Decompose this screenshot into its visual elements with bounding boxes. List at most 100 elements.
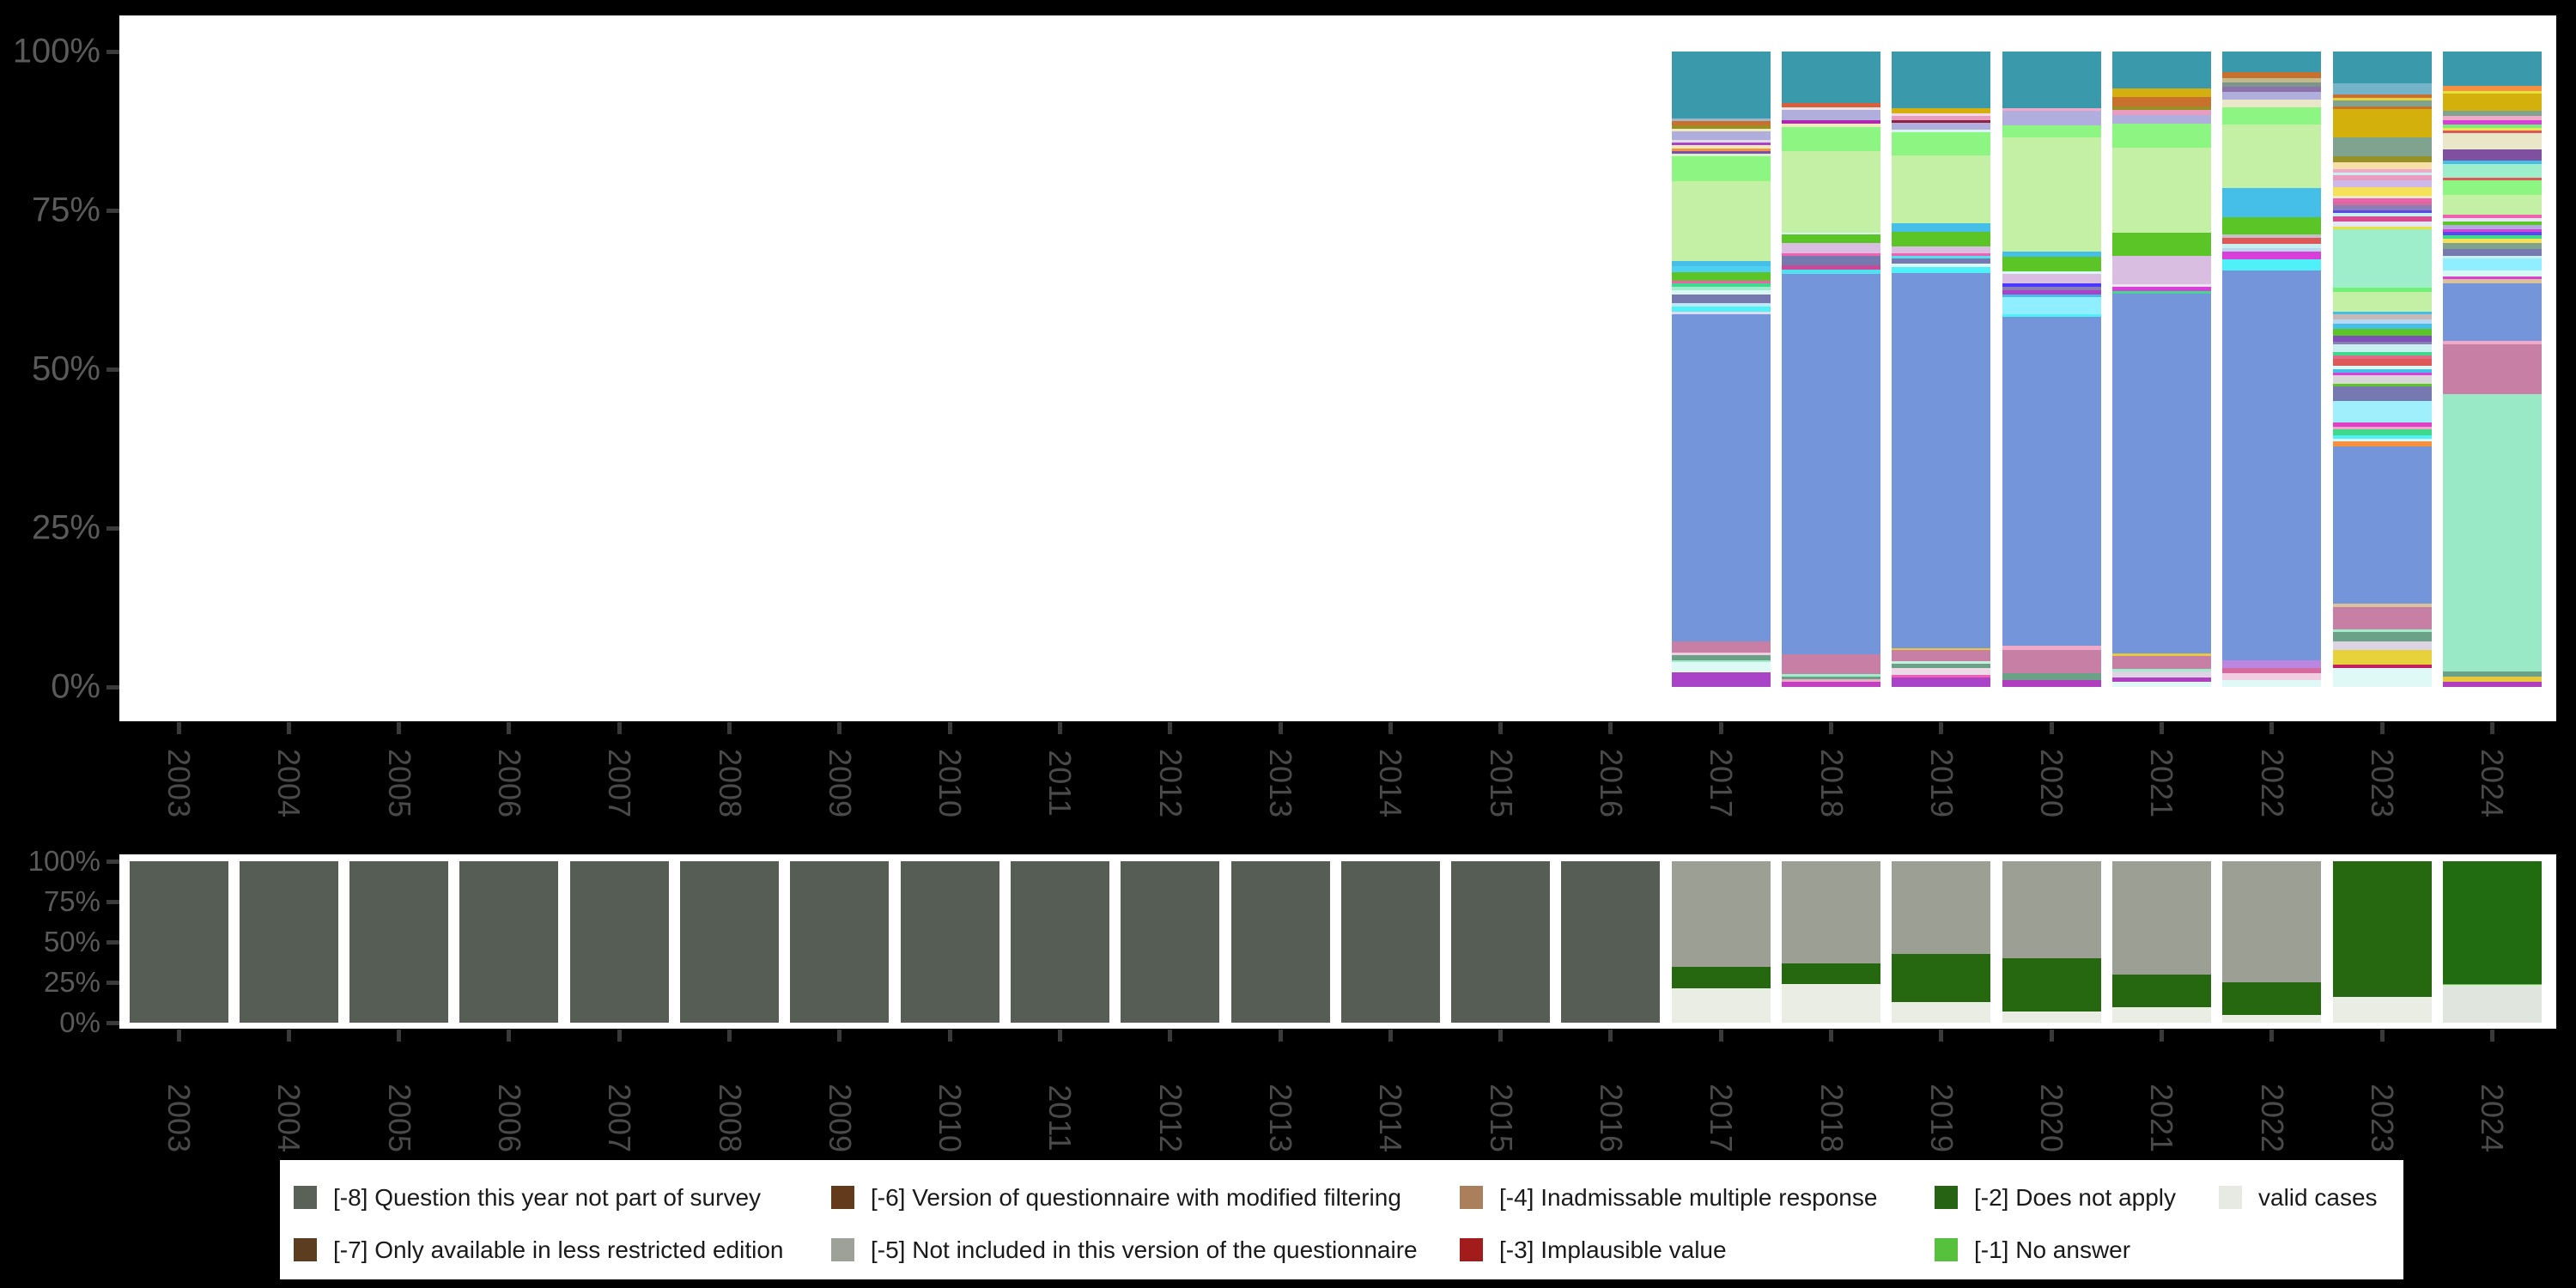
bar-segment <box>2332 336 2432 342</box>
y-axis-tick <box>106 526 119 531</box>
bar-segment <box>2332 311 2432 315</box>
bar-segment <box>1892 1001 1991 1023</box>
legend-swatch <box>1460 1186 1483 1209</box>
bar-segment <box>1892 255 1991 259</box>
bar-segment <box>2442 194 2542 216</box>
bar-segment <box>1671 289 1771 295</box>
x-axis-tick <box>1939 722 1944 734</box>
x-axis-label-2003: 2003 <box>161 748 197 818</box>
bar-segment <box>2002 111 2101 125</box>
bar-segment <box>2002 137 2101 252</box>
bar-segment <box>1892 130 1991 133</box>
bar-segment <box>1671 311 1771 315</box>
bar-segment <box>2002 125 2101 137</box>
bar-bottom-2010 <box>900 861 999 1023</box>
bar-segment <box>1671 671 1771 687</box>
bar-bottom-2009 <box>790 861 890 1023</box>
bar-segment <box>2332 106 2432 110</box>
bar-segment <box>2332 323 2432 330</box>
bar-segment <box>1892 677 1991 687</box>
bar-segment <box>1671 121 1771 126</box>
bar-segment <box>680 861 779 1023</box>
bar-segment <box>2442 235 2542 240</box>
bar-segment <box>2222 668 2322 674</box>
y-axis-label: 0% <box>51 667 100 706</box>
bar-segment <box>2002 313 2101 317</box>
bar-segment <box>2002 52 2101 108</box>
bar-segment <box>349 861 449 1023</box>
x-axis-label-2015: 2015 <box>1483 748 1519 818</box>
bar-bottom-2015 <box>1451 861 1551 1023</box>
bar-segment <box>2111 96 2211 107</box>
bar-segment <box>1671 987 1771 1023</box>
legend-swatch <box>1935 1186 1958 1209</box>
x-axis-tick <box>1608 1030 1613 1042</box>
bar-segment <box>1340 861 1440 1023</box>
x-axis-label-2015: 2015 <box>1483 1083 1519 1153</box>
bar-bottom-2004 <box>239 861 338 1023</box>
x-axis-label-2009: 2009 <box>822 748 858 818</box>
bar-segment <box>1782 252 1880 256</box>
x-axis-label-2007: 2007 <box>602 748 638 818</box>
bar-bottom-2023 <box>2332 861 2432 1023</box>
x-axis-tick <box>1057 1030 1062 1042</box>
x-axis-tick <box>1718 1030 1723 1042</box>
y-axis-tick <box>106 367 119 372</box>
bar-segment <box>1892 663 1991 668</box>
bar-segment <box>1782 677 1880 679</box>
bar-top-2019 <box>1892 52 1991 687</box>
y-axis-label: 100% <box>12 32 100 70</box>
y-axis-label: 75% <box>31 191 100 229</box>
bar-segment <box>2332 213 2432 216</box>
bar-segment <box>2332 195 2432 198</box>
bar-segment <box>2442 149 2542 161</box>
bar-segment <box>2332 441 2432 447</box>
x-axis-tick <box>1168 1030 1173 1042</box>
bar-segment <box>2222 673 2322 681</box>
bar-segment <box>2332 604 2432 608</box>
bar-bottom-2022 <box>2222 861 2322 1023</box>
bar-segment <box>2111 147 2211 234</box>
bar-top-2017 <box>1671 52 1771 687</box>
bar-segment <box>1230 861 1330 1023</box>
bar-segment <box>2222 216 2322 234</box>
bar-segment <box>2002 290 2101 295</box>
bar-segment <box>2222 71 2322 78</box>
bar-segment <box>1782 151 1880 233</box>
x-axis-label-2010: 2010 <box>933 748 969 818</box>
bar-segment <box>2442 221 2542 226</box>
bar-segment <box>1782 52 1880 103</box>
bar-top-2021 <box>2111 52 2211 687</box>
x-axis-tick <box>837 1030 842 1042</box>
bar-segment <box>1782 269 1880 275</box>
bar-segment <box>2111 677 2211 682</box>
bar-segment <box>1121 861 1220 1023</box>
bar-segment <box>2222 248 2322 252</box>
x-axis-tick <box>1278 1030 1283 1042</box>
bar-segment <box>2332 291 2432 312</box>
bar-segment <box>2222 107 2322 125</box>
bar-segment <box>2002 256 2101 272</box>
bar-top-2018 <box>1782 52 1880 687</box>
bar-segment <box>2002 107 2101 112</box>
bar-segment <box>2332 427 2432 430</box>
legend-swatch <box>1460 1238 1483 1261</box>
legend-swatch <box>1935 1238 1958 1261</box>
x-axis-tick <box>1278 722 1283 734</box>
bar-segment <box>2332 355 2432 359</box>
x-axis-label-2014: 2014 <box>1373 1083 1409 1153</box>
x-axis-tick <box>2379 1030 2385 1042</box>
bar-segment <box>2222 234 2322 239</box>
legend-label: [-2] Does not apply <box>1974 1183 2177 1211</box>
bar-segment <box>2222 86 2322 92</box>
bar-segment <box>2111 52 2211 88</box>
bar-segment <box>2332 341 2432 345</box>
bar-segment <box>1782 264 1880 270</box>
bar-segment <box>1451 861 1551 1023</box>
bar-segment <box>2442 232 2542 236</box>
x-axis-tick <box>1939 1030 1944 1042</box>
bar-segment <box>1782 120 1880 124</box>
bar-segment <box>2111 669 2211 672</box>
legend-label: [-7] Only available in less restricted e… <box>333 1236 784 1263</box>
bar-segment <box>1671 140 1771 143</box>
